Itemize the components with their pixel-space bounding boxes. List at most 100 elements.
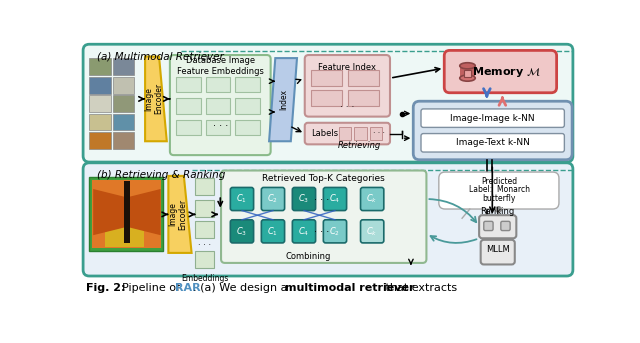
Text: $C_3$: $C_3$ xyxy=(236,225,248,238)
FancyBboxPatch shape xyxy=(484,221,493,230)
FancyBboxPatch shape xyxy=(339,127,351,140)
FancyBboxPatch shape xyxy=(421,109,564,127)
FancyBboxPatch shape xyxy=(501,221,510,230)
FancyBboxPatch shape xyxy=(176,76,201,92)
Text: butterfly: butterfly xyxy=(483,194,516,203)
FancyBboxPatch shape xyxy=(176,120,201,135)
FancyBboxPatch shape xyxy=(90,132,111,149)
Polygon shape xyxy=(129,189,161,235)
Text: $C_2$: $C_2$ xyxy=(268,193,278,205)
FancyBboxPatch shape xyxy=(195,221,214,238)
Polygon shape xyxy=(168,176,191,253)
FancyBboxPatch shape xyxy=(323,220,347,243)
FancyBboxPatch shape xyxy=(370,127,382,140)
Text: · · ·: · · · xyxy=(340,103,355,112)
FancyBboxPatch shape xyxy=(90,58,111,75)
Ellipse shape xyxy=(460,75,476,81)
Text: multimodal retriever: multimodal retriever xyxy=(285,283,414,293)
Text: Index: Index xyxy=(279,89,289,110)
FancyBboxPatch shape xyxy=(292,220,316,243)
Text: that extracts: that extracts xyxy=(382,283,458,293)
Text: . (a) We design a: . (a) We design a xyxy=(193,283,291,293)
FancyBboxPatch shape xyxy=(421,133,564,152)
Text: Predicted: Predicted xyxy=(481,177,517,186)
FancyBboxPatch shape xyxy=(311,91,342,106)
Text: Memory $\mathcal{M}$: Memory $\mathcal{M}$ xyxy=(472,65,541,79)
FancyBboxPatch shape xyxy=(360,188,384,211)
FancyBboxPatch shape xyxy=(113,76,134,94)
FancyBboxPatch shape xyxy=(481,240,515,264)
Text: (b) Retrieving & Ranking: (b) Retrieving & Ranking xyxy=(97,170,225,180)
Text: · · ·: · · · xyxy=(198,241,211,250)
FancyBboxPatch shape xyxy=(170,55,271,155)
Text: $C_k$: $C_k$ xyxy=(367,225,378,238)
Text: Image
Encoder: Image Encoder xyxy=(144,83,163,115)
Text: $C_1$: $C_1$ xyxy=(237,193,248,205)
FancyBboxPatch shape xyxy=(205,76,230,92)
FancyBboxPatch shape xyxy=(348,70,379,86)
Text: Image-Image k-NN: Image-Image k-NN xyxy=(451,114,535,123)
FancyBboxPatch shape xyxy=(113,58,134,75)
FancyBboxPatch shape xyxy=(235,98,260,114)
Text: Database Image
Feature Embeddings: Database Image Feature Embeddings xyxy=(177,56,264,75)
FancyBboxPatch shape xyxy=(83,44,573,162)
Polygon shape xyxy=(124,181,129,243)
Text: Retrieved Top-K Categories: Retrieved Top-K Categories xyxy=(262,175,385,184)
FancyBboxPatch shape xyxy=(90,76,111,94)
FancyBboxPatch shape xyxy=(261,188,285,211)
FancyBboxPatch shape xyxy=(195,178,214,195)
Text: $C_2$: $C_2$ xyxy=(330,225,340,238)
FancyBboxPatch shape xyxy=(323,188,347,211)
Polygon shape xyxy=(145,57,167,141)
FancyBboxPatch shape xyxy=(90,114,111,130)
FancyBboxPatch shape xyxy=(355,127,367,140)
FancyBboxPatch shape xyxy=(261,220,285,243)
Text: RAR: RAR xyxy=(175,283,200,293)
FancyBboxPatch shape xyxy=(305,123,390,144)
Text: · · ·: · · · xyxy=(374,129,385,138)
FancyBboxPatch shape xyxy=(221,170,426,263)
FancyBboxPatch shape xyxy=(113,132,134,149)
FancyBboxPatch shape xyxy=(83,163,573,276)
Text: $C_4$: $C_4$ xyxy=(330,193,340,205)
FancyBboxPatch shape xyxy=(205,98,230,114)
Text: Feature Index: Feature Index xyxy=(318,63,376,72)
FancyBboxPatch shape xyxy=(444,50,557,93)
Bar xyxy=(460,66,476,78)
Text: (a) Multimodal Retriever: (a) Multimodal Retriever xyxy=(97,51,224,61)
FancyBboxPatch shape xyxy=(90,177,163,251)
Text: $C_1$: $C_1$ xyxy=(268,225,278,238)
FancyBboxPatch shape xyxy=(311,70,342,86)
FancyBboxPatch shape xyxy=(176,98,201,114)
Polygon shape xyxy=(93,189,124,235)
Text: Label:  Monarch: Label: Monarch xyxy=(468,185,530,194)
Text: Image-Text k-NN: Image-Text k-NN xyxy=(456,138,530,147)
FancyBboxPatch shape xyxy=(463,70,472,76)
FancyBboxPatch shape xyxy=(348,91,379,106)
Text: · · ·: · · · xyxy=(314,227,330,237)
Text: · · ·: · · · xyxy=(212,121,228,131)
FancyBboxPatch shape xyxy=(113,95,134,112)
Text: $C_k$: $C_k$ xyxy=(367,193,378,205)
FancyBboxPatch shape xyxy=(195,200,214,217)
FancyBboxPatch shape xyxy=(235,120,260,135)
FancyBboxPatch shape xyxy=(360,220,384,243)
Ellipse shape xyxy=(460,63,476,69)
FancyBboxPatch shape xyxy=(230,188,253,211)
FancyBboxPatch shape xyxy=(195,251,214,268)
Text: Ranking: Ranking xyxy=(481,207,515,216)
FancyBboxPatch shape xyxy=(235,76,260,92)
Polygon shape xyxy=(269,58,297,141)
Text: MLLM: MLLM xyxy=(486,245,509,253)
Text: Embeddings: Embeddings xyxy=(181,274,228,283)
FancyBboxPatch shape xyxy=(439,172,559,209)
Text: Labels: Labels xyxy=(311,129,338,138)
Text: Fig. 2:: Fig. 2: xyxy=(86,283,125,293)
FancyBboxPatch shape xyxy=(292,188,316,211)
Text: $C_4$: $C_4$ xyxy=(298,225,310,238)
FancyBboxPatch shape xyxy=(230,220,253,243)
FancyBboxPatch shape xyxy=(90,95,111,112)
FancyBboxPatch shape xyxy=(92,180,161,248)
FancyBboxPatch shape xyxy=(113,114,134,130)
Text: $C_3$: $C_3$ xyxy=(298,193,310,205)
